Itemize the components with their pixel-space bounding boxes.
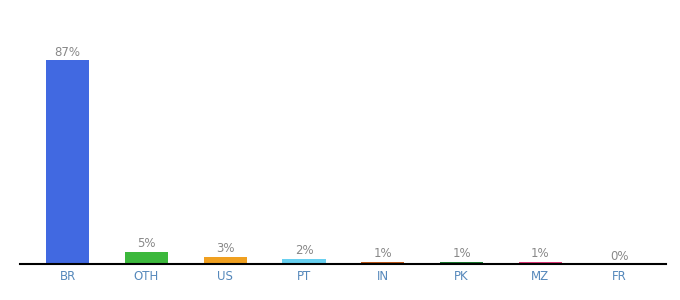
Bar [282,259,326,264]
Text: 0%: 0% [610,250,628,263]
Bar [519,262,562,264]
Bar [125,252,168,264]
Text: 1%: 1% [373,247,392,260]
Text: 87%: 87% [54,46,81,59]
Bar [440,262,483,264]
Bar [361,262,405,264]
Bar [203,257,247,264]
Text: 2%: 2% [294,244,313,257]
Text: 5%: 5% [137,237,156,250]
Text: 1%: 1% [452,247,471,260]
Text: 1%: 1% [531,247,549,260]
Bar [46,60,89,264]
Text: 3%: 3% [216,242,235,255]
